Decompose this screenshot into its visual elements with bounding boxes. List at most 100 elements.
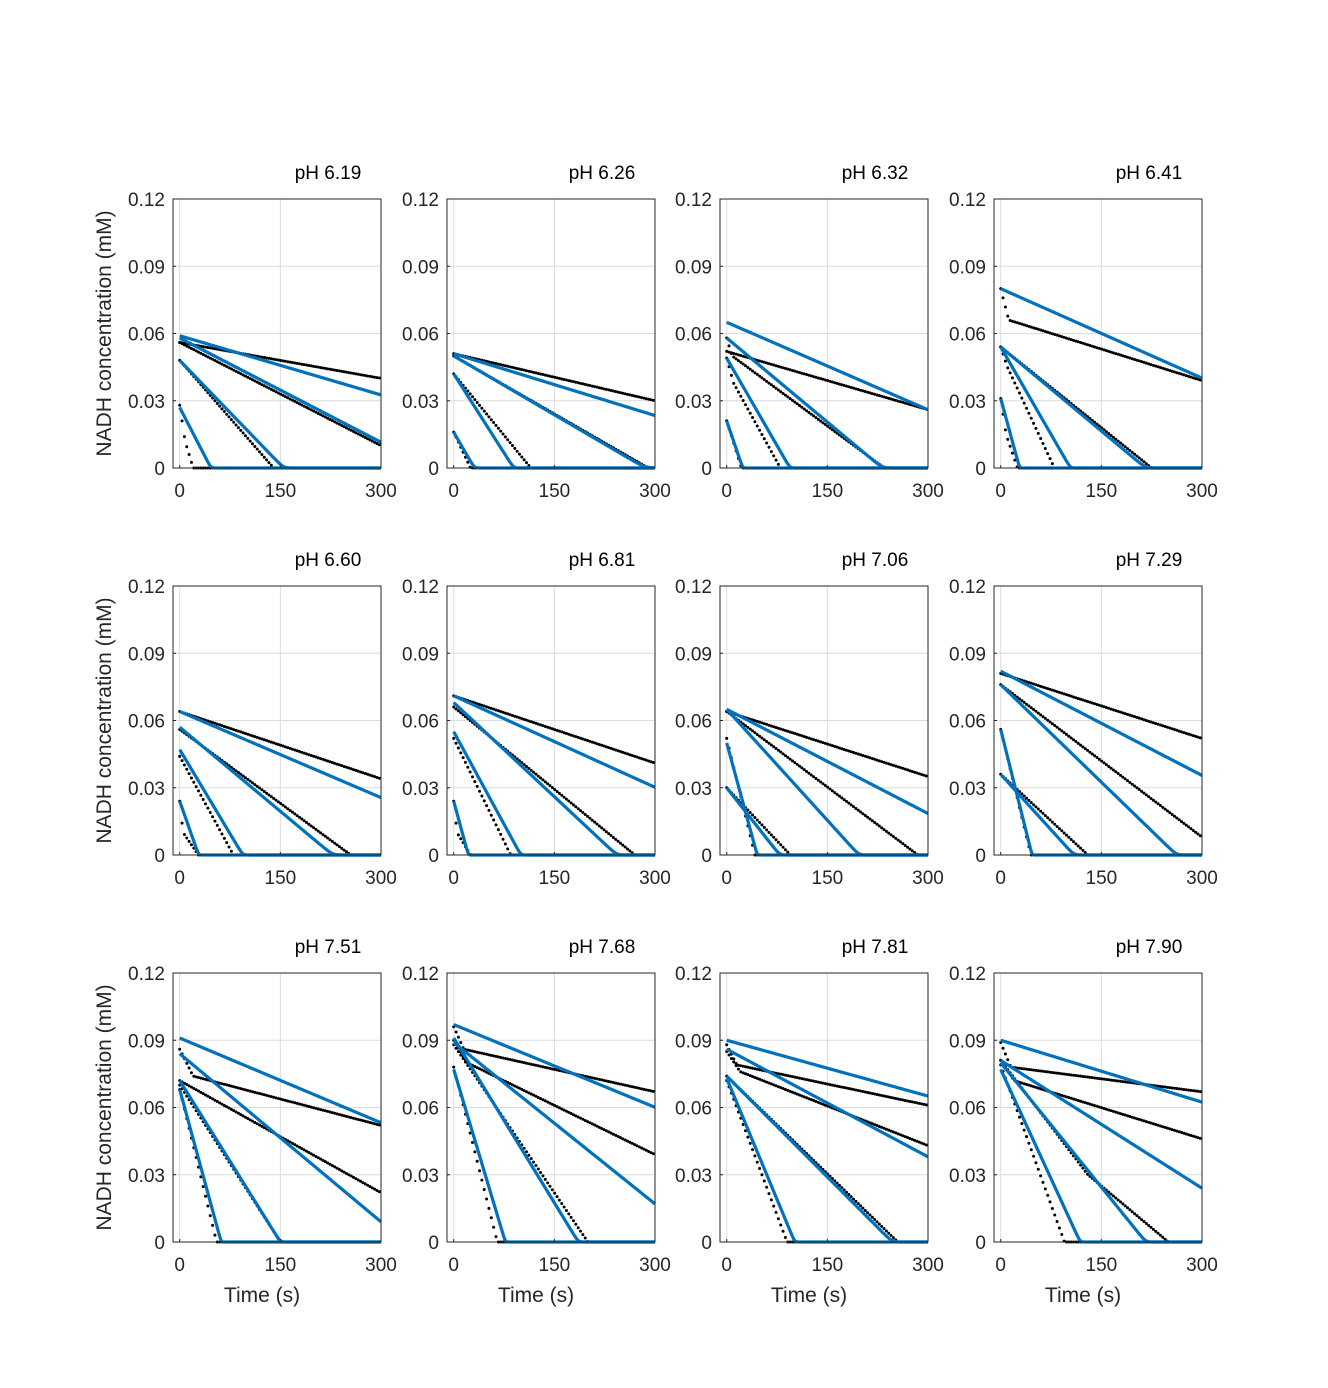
measured-point <box>1090 344 1094 348</box>
measured-point <box>736 1067 740 1071</box>
measured-point <box>546 725 550 729</box>
y-tick-label: 0.09 <box>128 644 165 665</box>
subplot-3: 0 150 300 0 0.03 0.06 0.09 0.12 pH 6.32 <box>675 163 944 502</box>
measured-point <box>550 375 554 379</box>
measured-point <box>279 802 283 806</box>
measured-point <box>1168 368 1172 372</box>
measured-point <box>340 369 344 373</box>
measured-point <box>248 439 252 443</box>
measured-point <box>1041 329 1045 333</box>
measured-point <box>830 428 834 432</box>
measured-point <box>1184 374 1188 378</box>
measured-point <box>611 835 615 839</box>
measured-point <box>204 354 208 358</box>
panel-title: pH 7.90 <box>1116 937 1183 958</box>
measured-point <box>456 833 460 837</box>
measured-point <box>625 392 629 396</box>
measured-point <box>539 723 543 727</box>
measured-point <box>279 392 283 396</box>
measured-point <box>788 397 792 401</box>
measured-point <box>729 373 733 377</box>
y-tick-label: 0 <box>154 1233 165 1254</box>
measured-point <box>1196 377 1200 381</box>
measured-series-4 <box>725 1043 928 1107</box>
measured-point <box>581 1233 585 1237</box>
y-tick-label: 0.12 <box>128 577 165 598</box>
measured-point <box>1137 1216 1141 1220</box>
measured-point <box>788 368 792 372</box>
measured-point <box>560 1202 564 1206</box>
measured-point <box>772 454 776 458</box>
measured-point <box>889 397 893 401</box>
measured-point <box>218 404 222 408</box>
measured-point <box>269 740 273 744</box>
measured-point <box>494 1235 498 1239</box>
measured-point <box>762 360 766 364</box>
measured-point <box>1034 1161 1038 1165</box>
measured-point <box>185 767 189 771</box>
y-tick-label: 0.03 <box>402 779 439 800</box>
measured-point <box>828 426 832 430</box>
measured-point <box>258 736 262 740</box>
measured-point <box>243 732 247 735</box>
measured-point <box>260 453 264 457</box>
measured-point <box>536 774 540 778</box>
measured-point <box>515 715 519 719</box>
x-tick-label: 0 <box>721 481 732 502</box>
measured-point <box>628 393 632 397</box>
measured-point <box>1116 352 1120 356</box>
measured-point <box>234 369 238 373</box>
measured-point <box>499 710 503 714</box>
measured-point <box>1041 811 1045 815</box>
measured-point <box>583 1236 587 1240</box>
measured-point <box>567 1212 571 1216</box>
measured-point <box>508 441 512 445</box>
measured-point <box>564 797 568 801</box>
measured-point <box>466 460 470 464</box>
measured-point <box>866 1211 870 1215</box>
measured-point <box>805 409 809 413</box>
x-tick-label: 300 <box>365 868 397 889</box>
measured-point <box>739 394 743 398</box>
measured-point <box>215 823 219 827</box>
y-tick-label: 0 <box>154 846 165 867</box>
measured-point <box>1041 442 1045 445</box>
x-tick-label: 150 <box>539 868 571 889</box>
y-tick-label: 0.06 <box>949 325 986 346</box>
measured-point <box>1034 327 1038 331</box>
measured-point <box>475 784 479 788</box>
measured-series-4 <box>178 340 381 380</box>
measured-point <box>272 357 276 361</box>
measured-point <box>581 737 585 741</box>
measured-point <box>1013 458 1017 462</box>
measured-point <box>772 363 776 367</box>
measured-point <box>779 365 783 369</box>
measured-point <box>478 1169 482 1173</box>
measured-point <box>1048 1200 1052 1204</box>
measured-point <box>884 1229 888 1233</box>
measured-point <box>227 726 231 730</box>
measured-point <box>485 804 489 808</box>
y-tick-label: 0.06 <box>128 1099 165 1120</box>
measured-point <box>866 390 870 394</box>
measured-point <box>779 843 783 847</box>
measured-point <box>725 349 729 353</box>
measured-point <box>609 388 613 392</box>
measured-point <box>765 379 769 383</box>
measured-series-1 <box>452 430 655 470</box>
x-tick-label: 300 <box>912 1255 944 1276</box>
measured-point <box>201 353 205 356</box>
measured-point <box>189 776 193 780</box>
measured-point <box>891 1236 895 1240</box>
measured-point <box>485 412 489 416</box>
measured-point <box>889 1233 893 1237</box>
measured-point <box>1187 374 1191 378</box>
measured-point <box>623 845 627 849</box>
measured-point <box>248 377 252 381</box>
measured-point <box>349 428 353 432</box>
measured-point <box>739 360 743 364</box>
measured-point <box>602 828 606 832</box>
measured-point <box>758 428 762 432</box>
measured-point <box>1142 1220 1146 1224</box>
measured-point <box>236 371 240 375</box>
